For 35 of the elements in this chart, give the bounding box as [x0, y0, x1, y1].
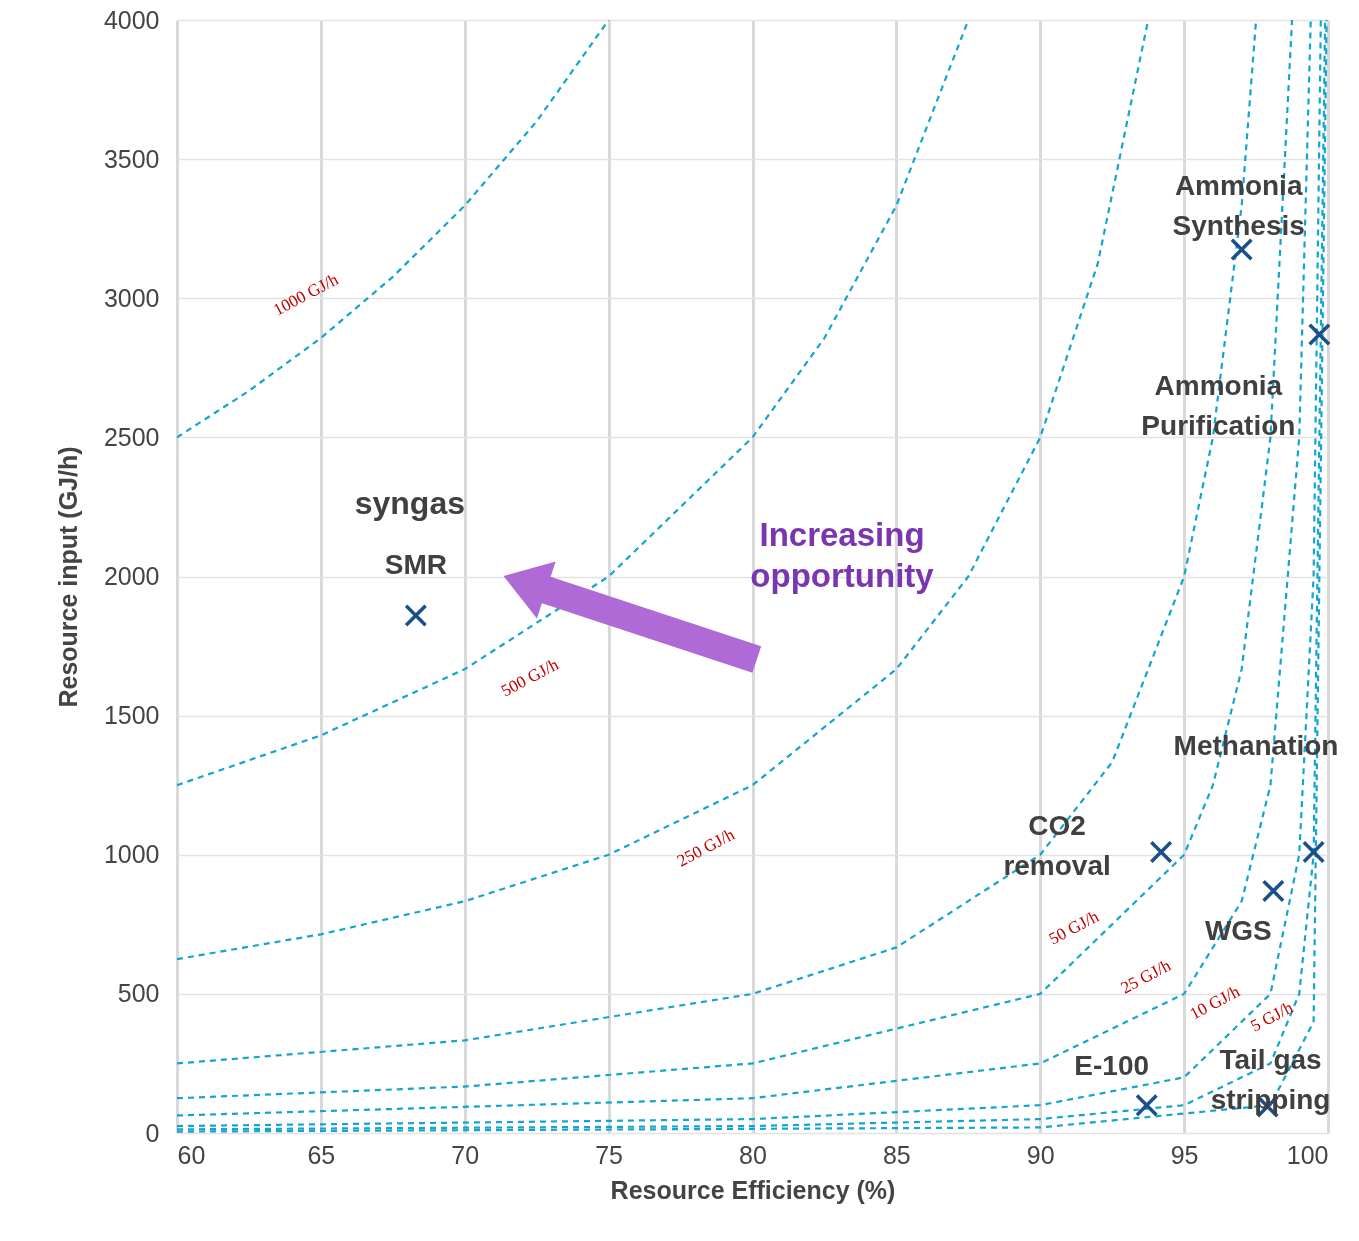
- y-tick-label: 2000: [103, 562, 160, 590]
- annotation: syngas: [354, 485, 465, 522]
- x-tick-label: 85: [882, 1140, 911, 1169]
- text: 5 GJ/h: [1247, 997, 1297, 1036]
- y-tick-label: 2500: [103, 422, 160, 451]
- x-tick-label: 60: [177, 1140, 206, 1169]
- x-tick-label: 80: [739, 1140, 767, 1169]
- x-tick-label: 90: [1026, 1140, 1055, 1169]
- y-tick-label: 0: [145, 1118, 160, 1147]
- y-tick-label: 500: [117, 979, 160, 1008]
- text: 10 GJ/h: [1186, 981, 1244, 1024]
- y-tick-label: 1500: [103, 701, 160, 730]
- y-tick-label: 3000: [103, 283, 160, 312]
- text: 25 GJ/h: [1117, 955, 1175, 998]
- text: 250 GJ/h: [673, 824, 738, 871]
- annotation: Tail gas stripping: [1210, 1043, 1331, 1115]
- annotation: SMR: [384, 549, 447, 581]
- x-tick-label: 65: [307, 1140, 336, 1169]
- x-axis-title: Resource Efficiency (%): [610, 1175, 896, 1204]
- annotation: Ammonia Purification: [1141, 370, 1296, 442]
- y-tick-label: 3500: [103, 144, 160, 173]
- x-tick-label: 100: [1286, 1140, 1329, 1169]
- x-tick-label: 70: [451, 1140, 480, 1169]
- x-tick-label: 75: [595, 1140, 624, 1169]
- y-tick-label: 1000: [103, 840, 160, 869]
- text: 500 GJ/h: [497, 654, 562, 701]
- y-axis-title: Resource input (GJ/h): [53, 446, 82, 708]
- y-tick-label: 4000: [103, 5, 160, 34]
- text: 50 GJ/h: [1045, 906, 1103, 949]
- annotation: CO2 removal: [1003, 809, 1111, 881]
- annotation: Increasing opportunity: [750, 516, 935, 594]
- annotation: WGS: [1204, 914, 1272, 946]
- annotation: E-100: [1074, 1050, 1150, 1082]
- text: 1000 GJ/h: [270, 269, 342, 320]
- x-tick-label: 95: [1170, 1140, 1199, 1169]
